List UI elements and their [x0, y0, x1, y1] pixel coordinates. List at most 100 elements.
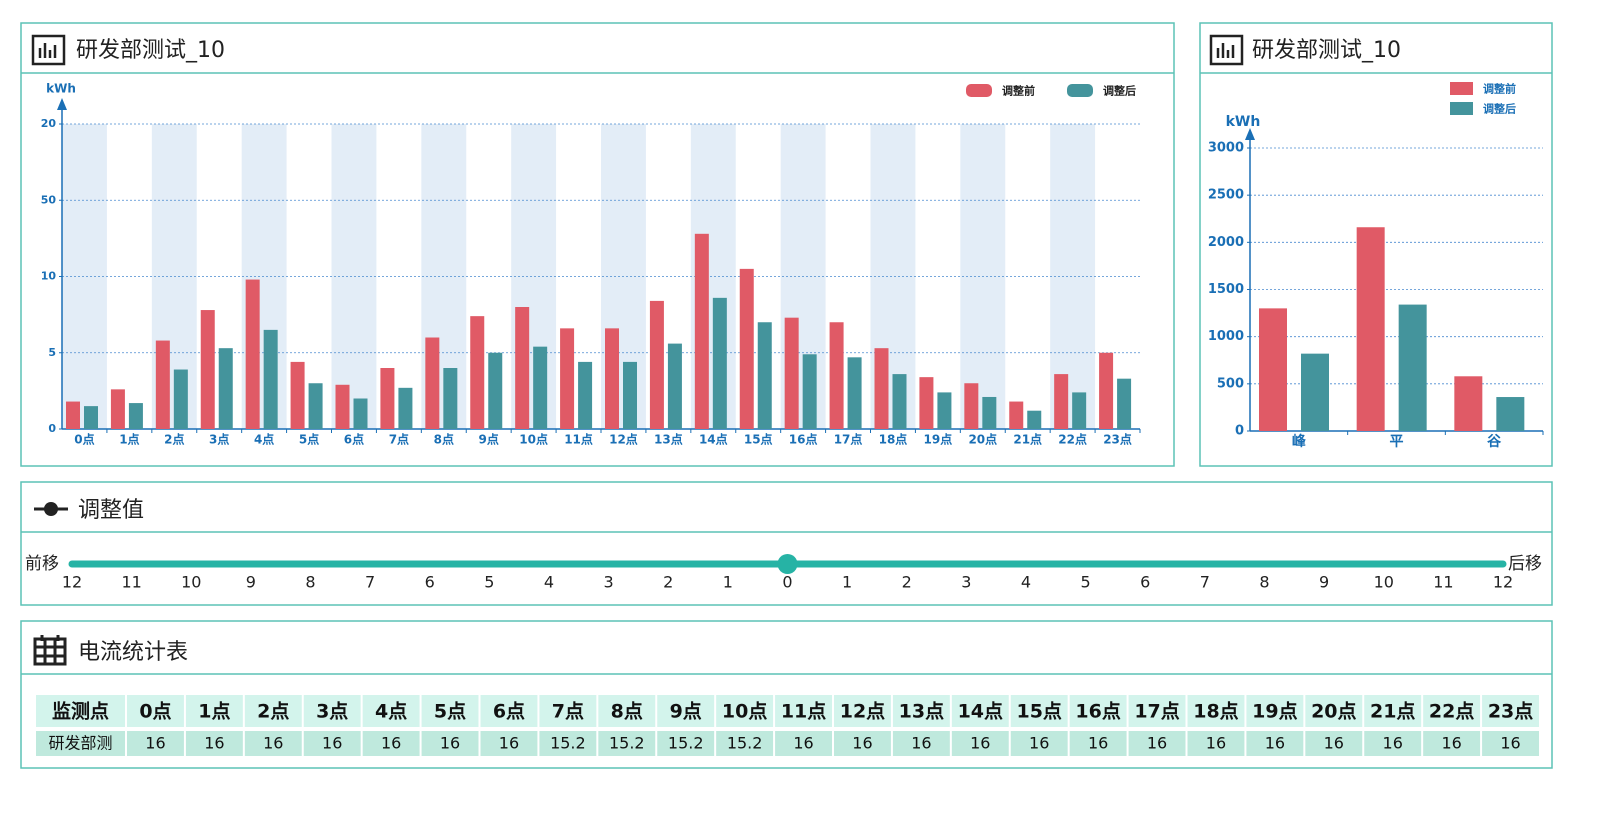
x-tick-label: 13点: [654, 432, 683, 447]
header-text: 14点: [958, 701, 1003, 723]
x-tick-label: 10点: [519, 432, 548, 447]
bar: [1027, 410, 1042, 429]
bar: [982, 396, 997, 429]
bar: [66, 401, 80, 429]
bar: [560, 328, 575, 429]
body-text: 16: [204, 734, 224, 753]
table-icon: [33, 635, 67, 666]
bar: [1117, 378, 1132, 429]
bar: [470, 316, 485, 429]
legend-label: 调整后: [1103, 84, 1136, 98]
slider-tick-label: 0: [782, 573, 792, 592]
header-text: 7点: [552, 701, 584, 723]
body-text: 16: [322, 734, 342, 753]
body-text: 16: [263, 734, 283, 753]
bar: [874, 348, 889, 429]
body-cell: [1187, 731, 1245, 756]
slider-tick-label: 3: [961, 573, 971, 592]
slider-tick-label: 5: [1081, 573, 1091, 592]
slider-tick-label: 11: [121, 573, 141, 592]
x-tick-label: 3点: [209, 432, 229, 447]
header-cell: [1423, 695, 1481, 727]
slider-tick-label: 7: [1200, 573, 1210, 592]
slider-tick-label: 1: [842, 573, 852, 592]
header-cell: [951, 695, 1009, 727]
body-text: 16: [1206, 734, 1226, 753]
bar: [1072, 392, 1087, 429]
x-tick-label: 峰: [1292, 433, 1307, 450]
bar: [1398, 304, 1427, 431]
legend-label: 调整前: [1483, 82, 1516, 96]
axis-arrow: [57, 98, 67, 110]
bar: [649, 300, 664, 429]
chart-icon: [31, 34, 66, 66]
header-cell: [421, 695, 479, 727]
bar: [533, 346, 548, 429]
bar: [757, 322, 772, 429]
body-cell: [36, 731, 125, 756]
panel: [20, 481, 1553, 606]
slider-tick-label: 10: [1374, 573, 1394, 592]
y-tick-label: 1500: [1208, 282, 1244, 297]
y-tick-label: 50: [41, 193, 57, 206]
header-cell: [598, 695, 656, 727]
header-text: 2点: [257, 701, 289, 723]
bar: [218, 348, 233, 429]
slider-icon: [34, 502, 68, 516]
header-text: 12点: [840, 701, 885, 723]
slider-tick-label: 9: [246, 573, 256, 592]
slider-left-label: 前移: [25, 554, 59, 574]
body-text: 16: [1324, 734, 1344, 753]
bar: [829, 322, 844, 429]
bar: [739, 268, 754, 429]
bar: [605, 328, 619, 429]
body-cell: [1069, 731, 1127, 756]
x-tick-label: 8点: [434, 432, 454, 447]
slider-tick-label: 4: [544, 573, 554, 592]
bar: [964, 383, 979, 429]
body-text: 16: [1383, 734, 1403, 753]
y-tick-label: 0: [1235, 424, 1244, 439]
header-text: 10点: [722, 701, 767, 723]
header-cell: [716, 695, 774, 727]
bar: [1301, 353, 1329, 431]
bar: [784, 317, 799, 429]
body-text: 16: [1029, 734, 1049, 753]
header-cell: [127, 695, 184, 727]
y-tick-label: 20: [41, 117, 57, 130]
body-cell: [1246, 731, 1304, 756]
header-text: 18点: [1193, 701, 1238, 723]
panel-title: 电流统计表: [78, 640, 188, 665]
y-tick-label: 2500: [1208, 188, 1244, 203]
body-text: 15.2: [668, 734, 704, 753]
header-text: 23点: [1488, 701, 1533, 723]
y-tick-label: 500: [1217, 376, 1244, 391]
legend-swatch: [1450, 102, 1473, 115]
bar: [1054, 374, 1069, 429]
legend-swatch: [1450, 82, 1473, 95]
body-cell: [480, 731, 538, 756]
slider-tick-label: 2: [902, 573, 912, 592]
y-tick-label: 0: [48, 422, 56, 435]
header-cell: [1246, 695, 1304, 727]
slider-right-label: 后移: [1508, 554, 1542, 574]
bar: [1099, 352, 1114, 429]
x-tick-label: 平: [1390, 434, 1404, 450]
header-text: 16点: [1075, 701, 1120, 723]
bar: [1496, 397, 1525, 431]
bar: [398, 387, 413, 429]
header-text: 8点: [611, 701, 643, 723]
legend-swatch: [966, 84, 992, 97]
panel-title: 研发部测试_10: [76, 38, 225, 63]
header-cell: [1364, 695, 1422, 727]
header-text: 15点: [1016, 701, 1061, 723]
bar: [515, 307, 530, 429]
slider-tick-label: 8: [1259, 573, 1269, 592]
bar: [380, 368, 395, 429]
slider-knob[interactable]: [777, 554, 798, 574]
x-tick-label: 0点: [74, 432, 94, 447]
bar: [847, 357, 862, 429]
body-cell: [716, 731, 774, 756]
bar: [110, 389, 125, 429]
